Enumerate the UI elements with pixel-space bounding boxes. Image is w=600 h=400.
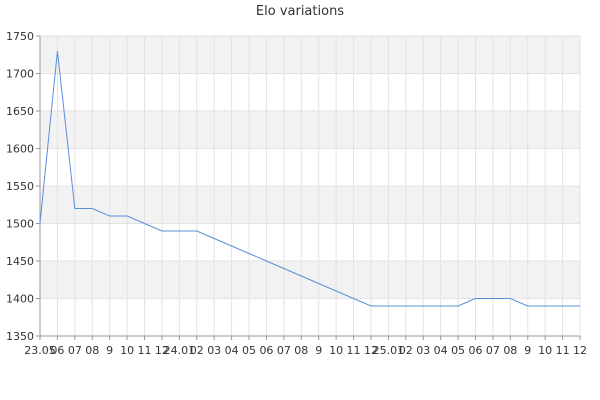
x-tick-label: 10 bbox=[538, 344, 552, 357]
x-tick-label: 07 bbox=[68, 344, 82, 357]
x-tick-label: 08 bbox=[503, 344, 517, 357]
x-tick-label: 12 bbox=[573, 344, 587, 357]
chart-title: Elo variations bbox=[255, 4, 345, 19]
x-tick-label: 04 bbox=[434, 344, 448, 357]
y-tick-label: 1600 bbox=[6, 143, 34, 156]
y-tick-label: 1400 bbox=[6, 293, 34, 306]
x-tick-label: 08 bbox=[85, 344, 99, 357]
plot-band bbox=[40, 36, 580, 74]
x-tick-label: 23.05 bbox=[24, 344, 56, 357]
y-tick-label: 1650 bbox=[6, 105, 34, 118]
x-tick-label: 07 bbox=[486, 344, 500, 357]
x-tick-label: 06 bbox=[50, 344, 64, 357]
x-tick-label: 02 bbox=[190, 344, 204, 357]
x-tick-label: 05 bbox=[242, 344, 256, 357]
x-tick-label: 07 bbox=[277, 344, 291, 357]
x-tick-label: 10 bbox=[329, 344, 343, 357]
x-tick-label: 9 bbox=[524, 344, 531, 357]
x-tick-label: 08 bbox=[294, 344, 308, 357]
x-tick-label: 11 bbox=[138, 344, 152, 357]
y-tick-label: 1350 bbox=[6, 330, 34, 343]
x-tick-label: 03 bbox=[416, 344, 430, 357]
plot-band bbox=[40, 111, 580, 149]
x-tick-label: 05 bbox=[451, 344, 465, 357]
x-tick-label: 02 bbox=[399, 344, 413, 357]
x-tick-label: 9 bbox=[315, 344, 322, 357]
y-tick-label: 1450 bbox=[6, 255, 34, 268]
y-tick-label: 1500 bbox=[6, 218, 34, 231]
plot-band bbox=[40, 186, 580, 224]
x-tick-label: 11 bbox=[556, 344, 570, 357]
x-tick-label: 06 bbox=[468, 344, 482, 357]
x-tick-label: 9 bbox=[106, 344, 113, 357]
x-tick-label: 06 bbox=[259, 344, 273, 357]
x-tick-label: 12 bbox=[364, 344, 378, 357]
x-tick-label: 25.01 bbox=[373, 344, 405, 357]
x-tick-label: 11 bbox=[347, 344, 361, 357]
x-tick-label: 04 bbox=[225, 344, 239, 357]
x-tick-label: 12 bbox=[155, 344, 169, 357]
y-tick-label: 1700 bbox=[6, 68, 34, 81]
x-tick-label: 10 bbox=[120, 344, 134, 357]
y-tick-label: 1750 bbox=[6, 30, 34, 43]
x-tick-label: 03 bbox=[207, 344, 221, 357]
y-tick-label: 1550 bbox=[6, 180, 34, 193]
elo-series-line bbox=[39, 50, 580, 307]
x-tick-label: 24.01 bbox=[164, 344, 196, 357]
